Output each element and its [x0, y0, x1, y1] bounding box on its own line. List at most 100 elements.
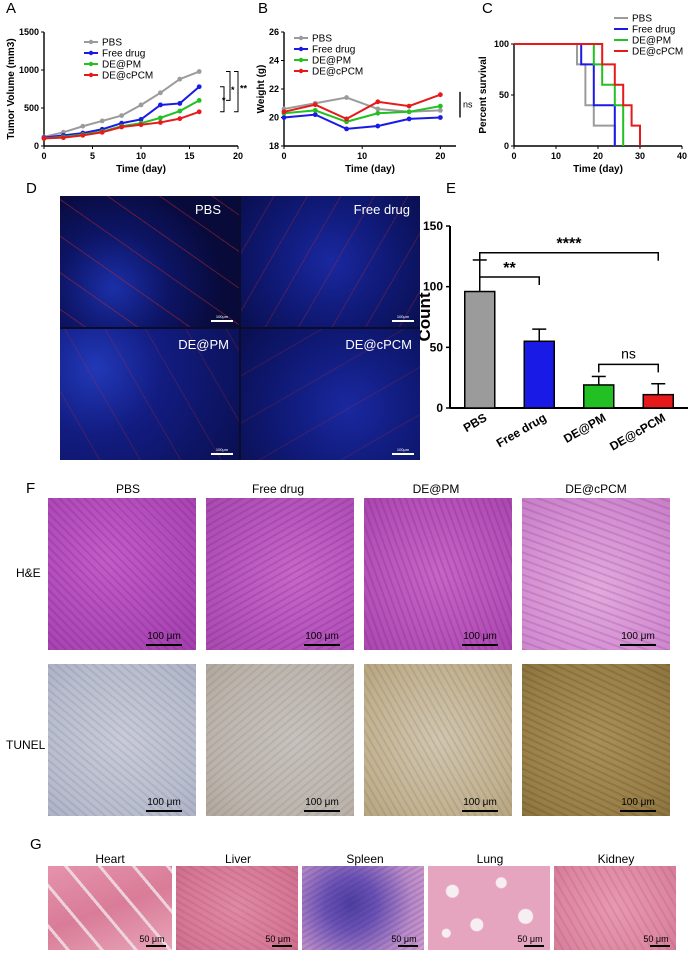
data-point [344, 126, 349, 132]
x-category-label: DE@cPCM [607, 410, 667, 453]
legend-label: PBS [102, 38, 122, 49]
organ-title-lung: Lung [476, 852, 504, 866]
scale-bar: 100μm [392, 314, 414, 322]
organ-title-kidney: Kidney [597, 852, 635, 866]
scale-bar-label: 50 μm [517, 934, 543, 944]
column-title: DE@PM [412, 482, 460, 496]
scale-bar [620, 810, 656, 812]
legend-label: PBS [312, 34, 332, 45]
fluorescence-caption: PBS [194, 202, 221, 217]
data-point [99, 129, 105, 135]
data-point [80, 132, 86, 138]
fluorescence-image-free-drug: Free drug 100μm [241, 196, 420, 327]
x-tick-label: 15 [184, 151, 194, 161]
panel-label-d: D [26, 180, 37, 197]
data-point [41, 136, 47, 141]
y-axis-label: Weight (g) [256, 65, 267, 114]
bar-freedrug [523, 340, 555, 409]
chart-e-count: 0 50 100 150 Count PBS Free drug DE@PM DE@cPCM **… [420, 219, 688, 453]
organ-title-spleen: Spleen [346, 852, 384, 866]
y-tick-label: 1500 [19, 27, 39, 37]
data-point [375, 110, 381, 116]
y-tick-label: 150 [423, 219, 443, 233]
y-tick-label: 500 [24, 103, 39, 113]
legend-marker [298, 68, 304, 74]
scale-bar-label: 100 μm [305, 631, 339, 642]
tunel-image-free-drug: 100 μm [206, 664, 354, 816]
scale-bar-label: 50 μm [139, 934, 165, 944]
scale-bar-label: 100 μm [305, 797, 339, 808]
x-axis-label: Time (day) [345, 164, 395, 175]
red-signal-overlay [241, 196, 420, 327]
y-axis-label: Percent survival [478, 56, 489, 133]
scale-bar [524, 945, 544, 947]
data-point [437, 107, 443, 113]
data-point [312, 107, 318, 113]
x-tick-label: 0 [41, 151, 46, 161]
legend-marker [88, 72, 94, 78]
y-tick-label: 50 [499, 90, 509, 100]
y-tick-label: 18 [269, 141, 279, 151]
significance-marker: ** [240, 83, 248, 93]
data-point [312, 102, 318, 108]
y-tick-label: 0 [504, 141, 509, 151]
organ-image-kidney: 50 μm [554, 866, 676, 950]
y-axis-label: Count [420, 292, 434, 341]
scale-bar-label: 50 μm [265, 934, 291, 944]
legend-marker [88, 61, 94, 67]
fluorescence-caption: DE@PM [178, 337, 229, 352]
data-point [177, 76, 183, 82]
data-point [406, 103, 412, 109]
scale-bar: 100μm [211, 447, 233, 455]
data-point [344, 116, 349, 122]
legend-label: DE@PM [632, 36, 671, 47]
data-point [344, 95, 349, 100]
data-point [80, 123, 86, 129]
x-axis-label: Time (day) [116, 164, 166, 175]
x-tick-label: 0 [511, 151, 516, 161]
data-point [158, 90, 163, 96]
significance-bracket [226, 71, 231, 101]
data-point [99, 118, 105, 124]
legend-marker [298, 57, 304, 63]
organ-image-liver: 50 μm [176, 866, 298, 950]
organ-title-heart: Heart [95, 852, 125, 866]
organ-image-lung: 50 μm [428, 866, 550, 950]
data-point [375, 123, 381, 129]
tunel-image-pbs: 100 μm [48, 664, 196, 816]
y-tick-label: 50 [430, 340, 444, 354]
scale-bar-label: 100 μm [621, 797, 655, 808]
significance-bracket [479, 251, 659, 261]
scale-bar [146, 644, 182, 646]
scale-bar-label: 50 μm [643, 934, 669, 944]
data-point [196, 109, 202, 115]
y-tick-label: 0 [34, 141, 39, 151]
scale-bar [462, 644, 498, 646]
panel-label-e: E [446, 180, 457, 197]
significance-bracket [220, 86, 225, 113]
y-tick-label: 0 [436, 401, 443, 415]
legend-label: Free drug [102, 49, 145, 60]
column-title: Free drug [251, 482, 305, 496]
legend-marker [298, 46, 304, 52]
data-point [177, 108, 183, 114]
scale-bar-label: 50 μm [391, 934, 417, 944]
data-point [61, 135, 66, 141]
fluorescence-caption: DE@cPCM [345, 337, 412, 352]
series-line-decpcm [514, 43, 641, 146]
x-tick-label: 10 [357, 151, 367, 161]
scale-bar-label: 100 μm [463, 797, 497, 808]
series-line-decpcm [283, 93, 441, 121]
organ-image-heart: 50 μm [48, 866, 172, 950]
fluorescence-image-pbs: PBS 100μm [60, 196, 239, 327]
series-line-depm [514, 43, 625, 146]
series-line-freedrug [283, 113, 441, 130]
y-tick-label: 26 [269, 27, 279, 37]
y-tick-label: 1000 [19, 65, 39, 75]
panel-label-a: A [6, 0, 17, 17]
scale-bar [272, 945, 292, 947]
x-category-label: DE@PM [561, 410, 608, 445]
scale-bar [304, 644, 340, 646]
fluorescence-image-de-pm: DE@PM 100μm [60, 329, 239, 460]
x-axis-label: Time (day) [573, 164, 623, 175]
